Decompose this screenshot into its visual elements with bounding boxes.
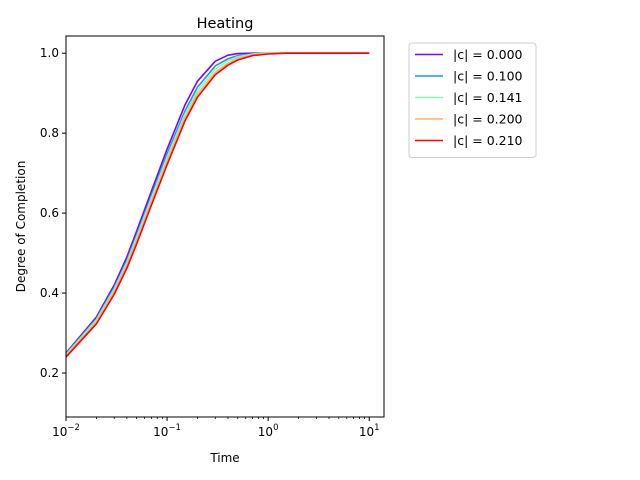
x-axis: 10−2 10−1 100 101 <box>52 417 380 439</box>
legend-items: |c| = 0.000 |c| = 0.100 |c| = 0.141 |c| = 0… <box>415 47 523 148</box>
y-axis-label: Degree of Completion <box>14 161 28 293</box>
series-layer <box>65 52 370 358</box>
legend-label-1: |c| = 0.100 <box>453 69 523 84</box>
legend-label-0: |c| = 0.000 <box>453 47 523 62</box>
x-axis-label: Time <box>209 451 239 465</box>
legend: |c| = 0.000 |c| = 0.100 |c| = 0.141 |c| = 0… <box>408 42 537 158</box>
legend-label-4: |c| = 0.210 <box>453 133 523 148</box>
plot-background <box>66 36 384 417</box>
y-tick-label-0: 0.2 <box>40 366 59 380</box>
legend-label-2: |c| = 0.141 <box>453 90 523 105</box>
y-tick-label-3: 0.8 <box>40 126 59 140</box>
y-axis: 0.2 0.4 0.6 0.8 1.0 <box>40 46 66 380</box>
chart-title: Heating <box>197 16 254 32</box>
y-tick-label-4: 1.0 <box>40 46 59 60</box>
plot-area <box>65 35 385 418</box>
y-tick-label-2: 0.6 <box>40 206 59 220</box>
legend-box <box>408 42 537 158</box>
series-line-4 <box>65 52 370 358</box>
legend-label-3: |c| = 0.200 <box>453 112 523 127</box>
y-tick-label-1: 0.4 <box>40 286 59 300</box>
plot-frame <box>65 35 385 418</box>
